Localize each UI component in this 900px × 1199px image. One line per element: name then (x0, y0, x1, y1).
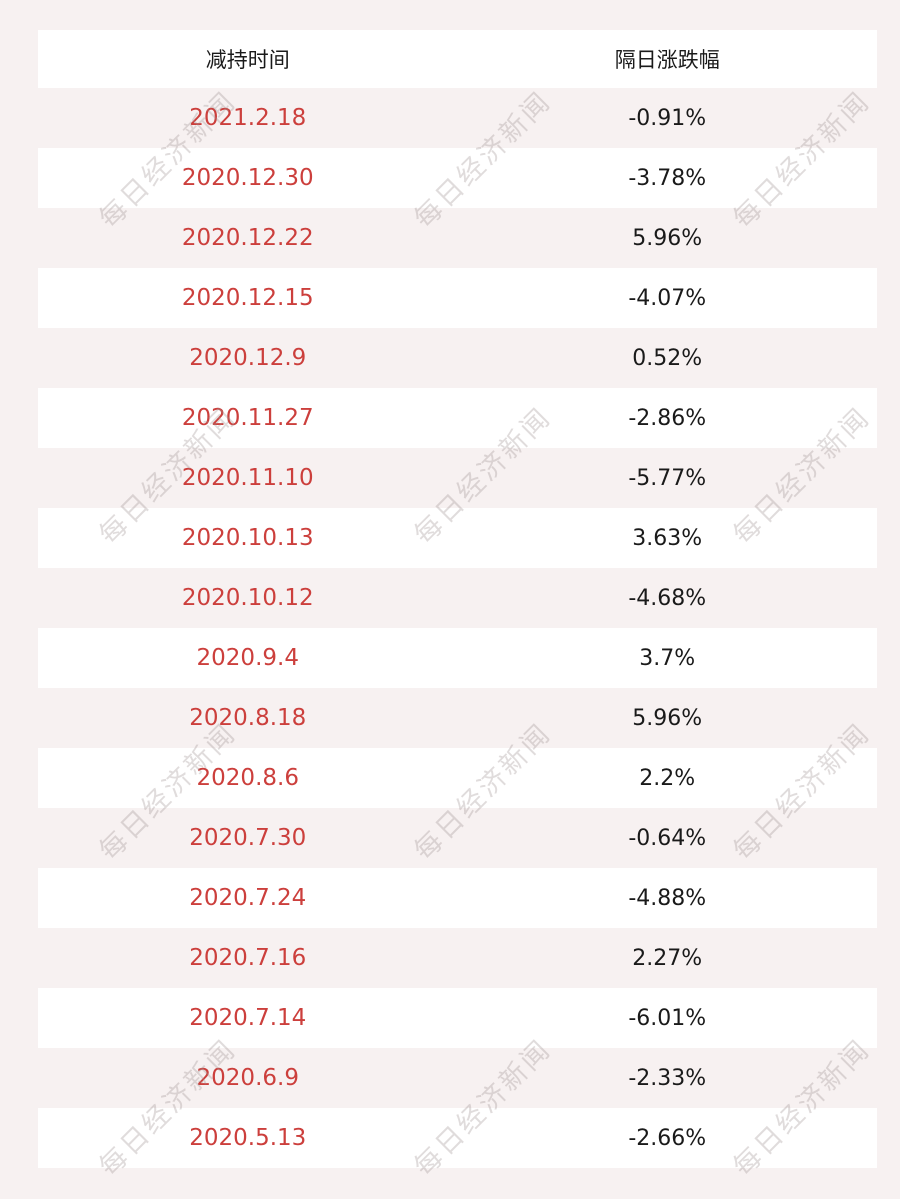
table-body: 2021.2.18 -0.91% 2020.12.30 -3.78% 2020.… (38, 88, 877, 1168)
table-row: 2020.5.13 -2.66% (38, 1108, 877, 1168)
table-row: 2020.7.24 -4.88% (38, 868, 877, 928)
next-day-change: 3.63% (632, 525, 703, 551)
table-row: 2020.7.30 -0.64% (38, 808, 877, 868)
next-day-change: -0.91% (628, 105, 707, 131)
reduction-date: 2020.12.30 (181, 165, 314, 191)
reduction-date: 2020.6.9 (196, 1065, 299, 1091)
table-row: 2020.12.9 0.52% (38, 328, 877, 388)
table-row: 2020.8.18 5.96% (38, 688, 877, 748)
next-day-change: 5.96% (632, 705, 703, 731)
next-day-change: -3.78% (628, 165, 707, 191)
next-day-change: -0.64% (628, 825, 707, 851)
reduction-date: 2020.11.27 (181, 405, 314, 431)
next-day-change: 0.52% (632, 345, 703, 371)
table-row: 2020.11.27 -2.86% (38, 388, 877, 448)
next-day-change: -2.66% (628, 1125, 707, 1151)
column-header-next-day-change: 隔日涨跌幅 (614, 48, 720, 72)
table-row: 2020.12.30 -3.78% (38, 148, 877, 208)
next-day-change: 5.96% (632, 225, 703, 251)
reduction-date: 2020.8.18 (189, 705, 307, 731)
next-day-change: 2.2% (639, 765, 696, 791)
reduction-date: 2020.5.13 (189, 1125, 307, 1151)
next-day-change: 2.27% (632, 945, 703, 971)
next-day-change: -4.68% (628, 585, 707, 611)
table-row: 2020.11.10 -5.77% (38, 448, 877, 508)
next-day-change: -2.33% (628, 1065, 707, 1091)
reduction-date: 2020.8.6 (196, 765, 299, 791)
reduction-date: 2020.7.30 (189, 825, 307, 851)
next-day-change: -6.01% (628, 1005, 707, 1031)
table-row: 2020.6.9 -2.33% (38, 1048, 877, 1108)
next-day-change: -4.07% (628, 285, 707, 311)
reduction-table: 减持时间 隔日涨跌幅 2021.2.18 -0.91% 2020.12.30 -… (38, 30, 877, 1168)
table-row: 2020.9.4 3.7% (38, 628, 877, 688)
reduction-date: 2020.7.24 (189, 885, 307, 911)
reduction-date: 2020.12.22 (181, 225, 314, 251)
column-header-reduction-time: 减持时间 (205, 48, 290, 72)
table-row: 2020.12.15 -4.07% (38, 268, 877, 328)
reduction-date: 2020.12.15 (181, 285, 314, 311)
next-day-change: -4.88% (628, 885, 707, 911)
table-header-row: 减持时间 隔日涨跌幅 (38, 30, 877, 88)
reduction-date: 2020.10.13 (181, 525, 314, 551)
table-row: 2021.2.18 -0.91% (38, 88, 877, 148)
reduction-date: 2020.10.12 (181, 585, 314, 611)
reduction-date: 2020.11.10 (181, 465, 314, 491)
table-row: 2020.7.16 2.27% (38, 928, 877, 988)
table-row: 2020.10.13 3.63% (38, 508, 877, 568)
next-day-change: -2.86% (628, 405, 707, 431)
table-row: 2020.7.14 -6.01% (38, 988, 877, 1048)
reduction-date: 2020.9.4 (196, 645, 299, 671)
reduction-date: 2020.7.16 (189, 945, 307, 971)
reduction-date: 2020.12.9 (189, 345, 307, 371)
next-day-change: -5.77% (628, 465, 707, 491)
table-row: 2020.12.22 5.96% (38, 208, 877, 268)
table-row: 2020.8.6 2.2% (38, 748, 877, 808)
reduction-date: 2020.7.14 (189, 1005, 307, 1031)
table-row: 2020.10.12 -4.68% (38, 568, 877, 628)
reduction-date: 2021.2.18 (189, 105, 307, 131)
next-day-change: 3.7% (639, 645, 696, 671)
